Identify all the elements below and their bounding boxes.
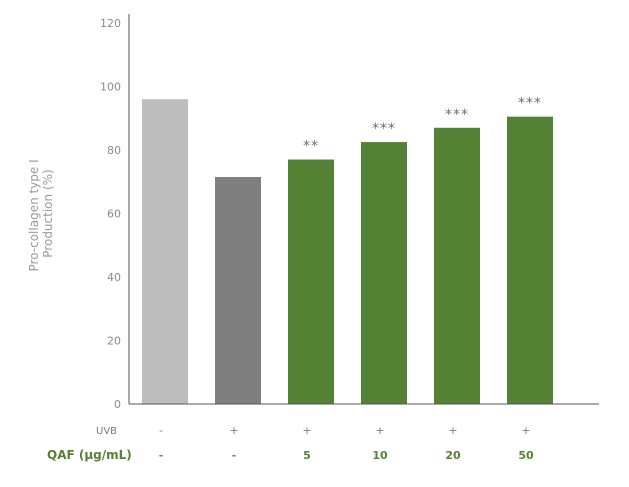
qaf-value: 5	[303, 449, 311, 462]
y-tick-label: 100	[100, 81, 121, 94]
bar	[288, 159, 334, 404]
bar	[507, 116, 553, 404]
bar	[434, 127, 480, 405]
bar	[215, 176, 261, 404]
significance-marker: ***	[445, 107, 469, 123]
uvb-value: +	[448, 424, 457, 437]
significance-markers: ***********	[303, 96, 542, 155]
significance-marker: ***	[518, 96, 542, 112]
bar	[361, 142, 407, 404]
qaf-value: 50	[518, 449, 534, 462]
bars	[142, 99, 553, 405]
uvb-row-values: - + + + + +	[159, 424, 531, 437]
y-tick-label: 20	[107, 335, 121, 348]
y-axis-ticks: 0 20 40 60 80 100 120	[100, 17, 121, 411]
qaf-value: -	[159, 449, 164, 462]
y-tick-label: 60	[107, 208, 121, 221]
y-axis-label-line1: Pro-collagen type I	[27, 159, 41, 271]
y-axis-label-line2: Production (%)	[41, 169, 55, 257]
qaf-value: 10	[372, 449, 388, 462]
significance-marker: ***	[372, 121, 396, 137]
y-axis-label: Pro-collagen type I Production (%)	[27, 156, 55, 272]
qaf-value: 20	[445, 449, 461, 462]
y-tick-label: 40	[107, 271, 121, 284]
significance-marker: **	[303, 139, 319, 155]
uvb-value: +	[229, 424, 238, 437]
y-tick-label: 120	[100, 17, 121, 30]
y-tick-label: 80	[107, 144, 121, 157]
qaf-row-label: QAF (μg/mL)	[47, 448, 132, 462]
uvb-value: -	[159, 424, 163, 437]
qaf-value: -	[232, 449, 237, 462]
qaf-row-values: - - 5 10 20 50	[159, 449, 534, 462]
bar	[142, 99, 188, 404]
uvb-value: +	[521, 424, 530, 437]
uvb-value: +	[375, 424, 384, 437]
uvb-row-label: UVB	[96, 426, 117, 437]
uvb-value: +	[302, 424, 311, 437]
y-tick-label: 0	[114, 398, 121, 411]
